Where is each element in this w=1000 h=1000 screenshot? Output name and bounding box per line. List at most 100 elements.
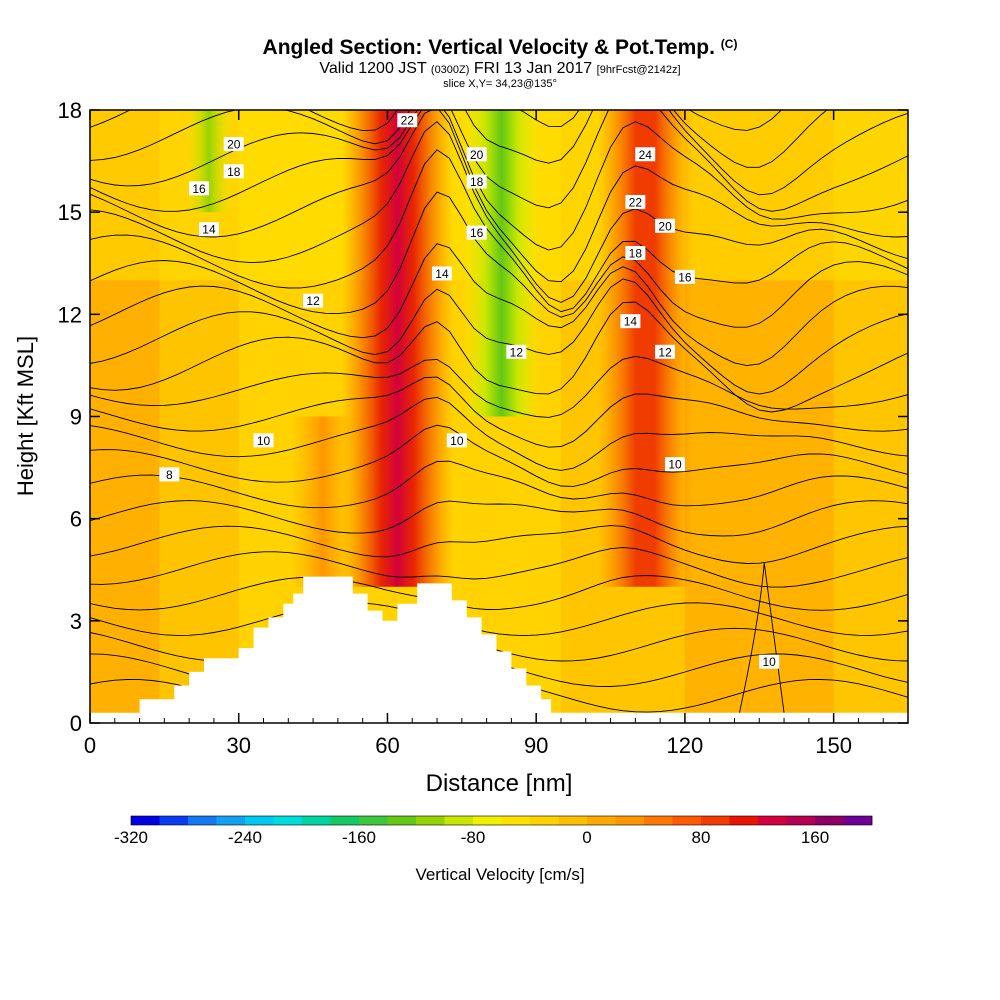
terrain [90, 576, 908, 723]
isentrope-line [90, 191, 908, 328]
isentrope-line [90, 547, 908, 588]
colorbar-swatch [302, 816, 331, 825]
forecast-info: [9hrFcst@2142z] [596, 64, 681, 76]
colorbar-swatch [444, 816, 474, 825]
isentrope-label: 14 [198, 222, 219, 237]
svg-text:20: 20 [227, 138, 241, 152]
x-tick-label: 90 [524, 733, 548, 758]
colorbar-swatch [558, 816, 588, 825]
colorbar-tick-label: 0 [582, 828, 591, 847]
colorbar-swatch [843, 816, 873, 825]
svg-text:16: 16 [192, 182, 206, 196]
colorbar-tick-label: 80 [692, 828, 711, 847]
chart-title: Angled Section: Vertical Velocity & Pot.… [0, 36, 1000, 60]
chart-title-text: Angled Section: Vertical Velocity & Pot.… [262, 36, 715, 59]
x-tick-label: 120 [667, 733, 704, 758]
updraft-core [341, 110, 453, 587]
svg-text:10: 10 [763, 655, 777, 669]
colorbar-swatch [416, 816, 445, 825]
colorbar-swatch [330, 816, 360, 825]
svg-text:16: 16 [470, 226, 484, 240]
isentrope-line [90, 243, 908, 367]
colorbar-swatch [188, 816, 217, 825]
colorbar-swatch [587, 816, 616, 825]
slice-info: slice X,Y= 34,23@135° [443, 78, 557, 90]
isentrope-line [90, 424, 908, 487]
y-tick-label: 6 [70, 507, 82, 532]
colorbar-swatch [501, 816, 531, 825]
y-tick-label: 15 [58, 200, 82, 225]
colorbar-label: Vertical Velocity [cm/s] [415, 865, 584, 884]
colorbar-tick-label: -160 [342, 828, 376, 847]
isentrope-label: 18 [466, 174, 487, 189]
x-tick-label: 30 [226, 733, 250, 758]
isentrope-labels: 20 18 16 14 12 10 8 22 20 18 16 14 12 10 24 22 20 18 16 14 1… [159, 113, 780, 669]
colorbar-swatch [758, 816, 787, 825]
colorbar-swatch [786, 816, 816, 825]
isentrope-line [90, 301, 908, 413]
isentrope-label: 24 [635, 147, 656, 162]
isentrope-line [90, 149, 908, 313]
colorbar-swatch [729, 816, 759, 825]
y-tick-label: 0 [70, 711, 82, 736]
colorbar-tick-label: -240 [228, 828, 262, 847]
svg-text:10: 10 [668, 458, 682, 472]
isentrope-label: 12 [303, 293, 324, 308]
isentrope-line [90, 278, 908, 395]
colorbar-tick-label: -320 [114, 828, 148, 847]
isentrope-line [90, 121, 908, 303]
svg-text:20: 20 [470, 148, 484, 162]
isentrope-line [90, 110, 908, 212]
svg-text:18: 18 [227, 165, 241, 179]
isentrope-label: 18 [625, 246, 646, 261]
chart-valid-time: Valid 1200 JST (0300Z) FRI 13 Jan 2017 [… [0, 60, 1000, 78]
isentrope-label: 10 [446, 433, 467, 448]
velocity-field [90, 110, 908, 723]
svg-text:24: 24 [639, 148, 653, 162]
isentrope-label: 20 [655, 218, 676, 233]
plot-area: 20 18 16 14 12 10 8 22 20 18 16 14 12 10 24 22 20 18 16 14 1… [90, 110, 908, 723]
svg-text:14: 14 [202, 223, 216, 237]
isentrope-label: 16 [189, 181, 210, 196]
colorbar-swatch [273, 816, 303, 825]
isentrope-line [90, 110, 828, 168]
updraft-core [291, 416, 355, 587]
y-tick-label: 18 [58, 98, 82, 123]
colorbar-swatch [159, 816, 189, 825]
isentrope-line [90, 460, 908, 509]
x-tick-label: 0 [84, 733, 96, 758]
colorbar-swatch [245, 816, 274, 825]
svg-text:12: 12 [510, 345, 524, 359]
svg-text:18: 18 [470, 175, 484, 189]
svg-text:12: 12 [658, 345, 672, 359]
isentrope-label: 16 [466, 225, 487, 240]
colorbar: -320 -240 -160 -80 0 80 160 [114, 815, 873, 847]
svg-text:14: 14 [624, 315, 638, 329]
isentrope-label: 22 [397, 113, 418, 128]
isentrope-line [90, 525, 908, 564]
valid-prefix: Valid 1200 JST [319, 60, 427, 77]
isentrope-label: 14 [620, 314, 641, 329]
isentrope-label: 20 [223, 137, 244, 152]
svg-text:18: 18 [629, 247, 643, 261]
isentrope-label: 12 [506, 344, 527, 359]
isentrope-label: 20 [466, 147, 487, 162]
y-tick-label: 12 [58, 302, 82, 327]
colorbar-swatch [644, 816, 673, 825]
x-tick-label: 150 [815, 733, 852, 758]
isentrope-line [688, 110, 783, 131]
colorbar-swatch [216, 816, 246, 825]
isentrope-line [90, 110, 908, 283]
colorbar-swatch [131, 816, 160, 825]
isentrope-label: 22 [625, 194, 646, 209]
colorbar-tick-label: 160 [801, 828, 829, 847]
colorbar-swatch [530, 816, 559, 825]
colorbar-swatch [615, 816, 645, 825]
updraft-core [597, 110, 693, 587]
svg-text:12: 12 [306, 294, 320, 308]
isentrope-line [90, 376, 908, 448]
svg-text:20: 20 [658, 219, 672, 233]
isentrope-line [90, 575, 908, 611]
isentrope-line [90, 110, 908, 251]
